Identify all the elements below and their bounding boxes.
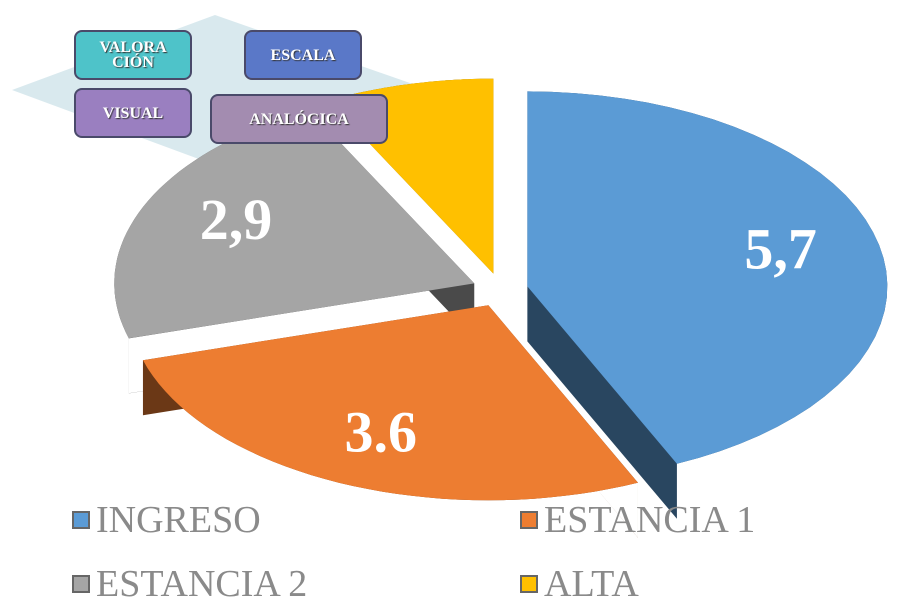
legend-swatch [72,511,90,529]
title-box: ANALÓGICA [210,94,388,144]
slice [114,110,475,339]
title-box: VALORACIÓN [74,30,192,80]
value-label: 5,7 [744,217,817,282]
value-label: 2,9 [200,187,273,252]
legend-swatch [520,511,538,529]
title-boxes: VALORACIÓN ESCALA VISUAL ANALÓGICA [12,14,422,154]
slice [143,305,638,501]
legend-item: ALTA [520,562,639,600]
legend-item: ESTANCIA 1 [520,498,755,542]
legend-label: ESTANCIA 1 [544,499,756,541]
legend-swatch [72,575,90,593]
title-box: VISUAL [74,88,192,138]
value-label: 3.6 [344,400,417,465]
legend-label: ESTANCIA 2 [96,563,308,600]
legend-label: ALTA [544,563,639,600]
title-box: ESCALA [244,30,362,80]
legend-label: INGRESO [96,499,261,541]
slice [527,91,888,464]
legend-swatch [520,575,538,593]
legend-item: ESTANCIA 2 [72,562,307,600]
legend-item: INGRESO [72,498,261,542]
